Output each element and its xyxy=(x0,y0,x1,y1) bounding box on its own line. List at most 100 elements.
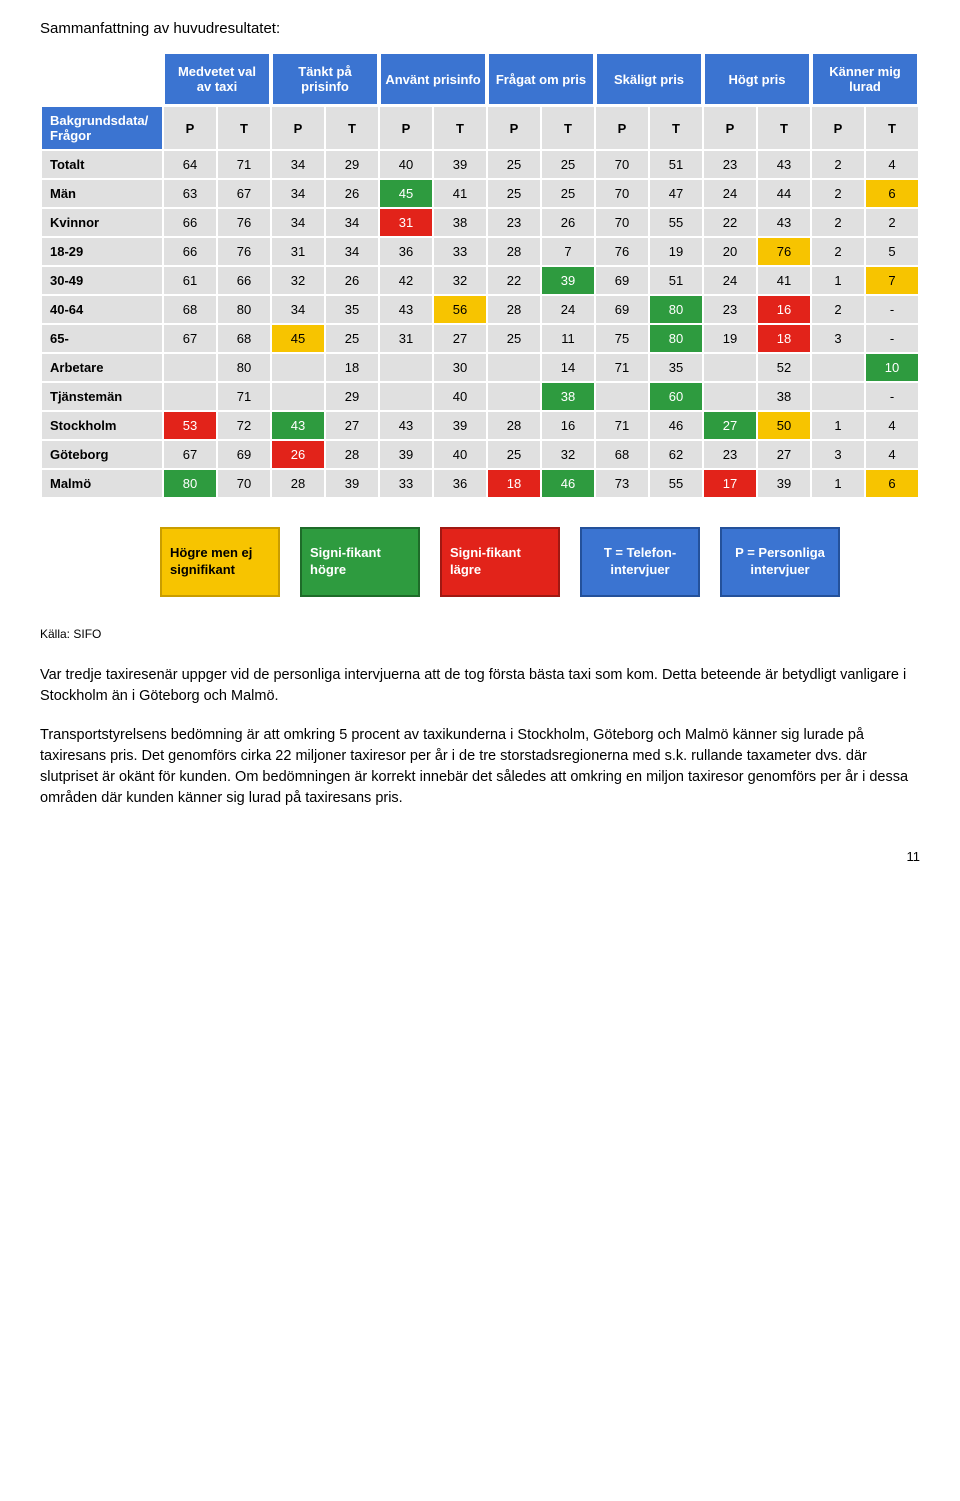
data-cell: 40 xyxy=(434,383,486,410)
data-cell: 39 xyxy=(326,470,378,497)
data-cell: 32 xyxy=(542,441,594,468)
row-label: Malmö xyxy=(42,470,162,497)
legend-green: Signi-fikant högre xyxy=(300,527,420,597)
data-cell: 34 xyxy=(272,209,324,236)
data-cell: 23 xyxy=(704,296,756,323)
results-table: Medvetet val av taxi Tänkt på prisinfo A… xyxy=(40,51,920,499)
data-cell: 64 xyxy=(164,151,216,178)
data-cell: 55 xyxy=(650,209,702,236)
data-cell: 60 xyxy=(650,383,702,410)
data-cell: 19 xyxy=(704,325,756,352)
data-cell: 40 xyxy=(434,441,486,468)
source-label: Källa: SIFO xyxy=(40,627,920,641)
col-group: Skäligt pris xyxy=(596,53,702,105)
data-cell: 33 xyxy=(434,238,486,265)
data-cell: 25 xyxy=(488,441,540,468)
data-cell xyxy=(488,383,540,410)
data-cell: 23 xyxy=(488,209,540,236)
data-cell: 67 xyxy=(164,441,216,468)
data-cell: 38 xyxy=(542,383,594,410)
pt-subhead: P xyxy=(380,107,432,149)
data-cell: 24 xyxy=(542,296,594,323)
data-cell: 32 xyxy=(434,267,486,294)
data-cell: 36 xyxy=(434,470,486,497)
table-row: Totalt64713429403925257051234324 xyxy=(42,151,918,178)
data-cell: 69 xyxy=(596,267,648,294)
data-cell: 61 xyxy=(164,267,216,294)
col-group: Högt pris xyxy=(704,53,810,105)
data-cell xyxy=(488,354,540,381)
col-group: Frågat om pris xyxy=(488,53,594,105)
data-cell: 34 xyxy=(326,238,378,265)
data-cell: 69 xyxy=(596,296,648,323)
data-cell: 70 xyxy=(596,180,648,207)
data-cell: 28 xyxy=(488,412,540,439)
data-cell: 1 xyxy=(812,412,864,439)
table-row: Malmö80702839333618467355173916 xyxy=(42,470,918,497)
row-label: 40-64 xyxy=(42,296,162,323)
data-cell: 14 xyxy=(542,354,594,381)
data-cell: 70 xyxy=(596,151,648,178)
data-cell xyxy=(380,383,432,410)
table-row: 18-296676313436332877619207625 xyxy=(42,238,918,265)
data-cell: 19 xyxy=(650,238,702,265)
data-cell: 46 xyxy=(542,470,594,497)
legend-row: Högre men ej signifikant Signi-fikant hö… xyxy=(160,527,920,597)
data-cell: 39 xyxy=(434,151,486,178)
data-cell: 47 xyxy=(650,180,702,207)
row-label: Stockholm xyxy=(42,412,162,439)
data-cell: 23 xyxy=(704,441,756,468)
row-label: Arbetare xyxy=(42,354,162,381)
data-cell: 73 xyxy=(596,470,648,497)
data-cell: 66 xyxy=(164,209,216,236)
data-cell: 38 xyxy=(434,209,486,236)
pt-subhead: T xyxy=(758,107,810,149)
data-cell: 11 xyxy=(542,325,594,352)
data-cell: 18 xyxy=(326,354,378,381)
data-cell xyxy=(164,354,216,381)
data-cell: - xyxy=(866,296,918,323)
pt-subhead: T xyxy=(866,107,918,149)
data-cell: 3 xyxy=(812,325,864,352)
data-cell: 33 xyxy=(380,470,432,497)
pt-subhead: P xyxy=(596,107,648,149)
row-label: Göteborg xyxy=(42,441,162,468)
data-cell: 7 xyxy=(866,267,918,294)
data-cell: 23 xyxy=(704,151,756,178)
data-cell: 27 xyxy=(326,412,378,439)
legend-blue-p: P = Personliga intervjuer xyxy=(720,527,840,597)
data-cell: 4 xyxy=(866,412,918,439)
data-cell: 53 xyxy=(164,412,216,439)
data-cell: 20 xyxy=(704,238,756,265)
data-cell: 42 xyxy=(380,267,432,294)
header-pt-row: Bakgrundsdata/ Frågor PTPTPTPTPTPTPT xyxy=(42,107,918,149)
data-cell: 30 xyxy=(434,354,486,381)
data-cell: 2 xyxy=(812,180,864,207)
data-cell: 18 xyxy=(488,470,540,497)
legend-yellow: Högre men ej signifikant xyxy=(160,527,280,597)
data-cell: 45 xyxy=(272,325,324,352)
data-cell: 39 xyxy=(758,470,810,497)
data-cell: 22 xyxy=(704,209,756,236)
pt-subhead: P xyxy=(812,107,864,149)
table-row: Tjänstemän712940386038- xyxy=(42,383,918,410)
paragraph: Transportstyrelsens bedömning är att omk… xyxy=(40,725,920,809)
data-cell: 72 xyxy=(218,412,270,439)
data-cell: 31 xyxy=(380,209,432,236)
data-cell: 28 xyxy=(488,296,540,323)
data-cell xyxy=(272,354,324,381)
data-cell: - xyxy=(866,383,918,410)
data-cell: 35 xyxy=(650,354,702,381)
data-cell: 44 xyxy=(758,180,810,207)
data-cell: 36 xyxy=(380,238,432,265)
data-cell: 4 xyxy=(866,151,918,178)
data-cell: 22 xyxy=(488,267,540,294)
legend-blue-t: T = Telefon-intervjuer xyxy=(580,527,700,597)
col-group: Använt prisinfo xyxy=(380,53,486,105)
data-cell: 71 xyxy=(218,383,270,410)
table-row: Arbetare8018301471355210 xyxy=(42,354,918,381)
data-cell: 26 xyxy=(326,180,378,207)
data-cell: 29 xyxy=(326,383,378,410)
row-label: 65- xyxy=(42,325,162,352)
data-cell: 7 xyxy=(542,238,594,265)
